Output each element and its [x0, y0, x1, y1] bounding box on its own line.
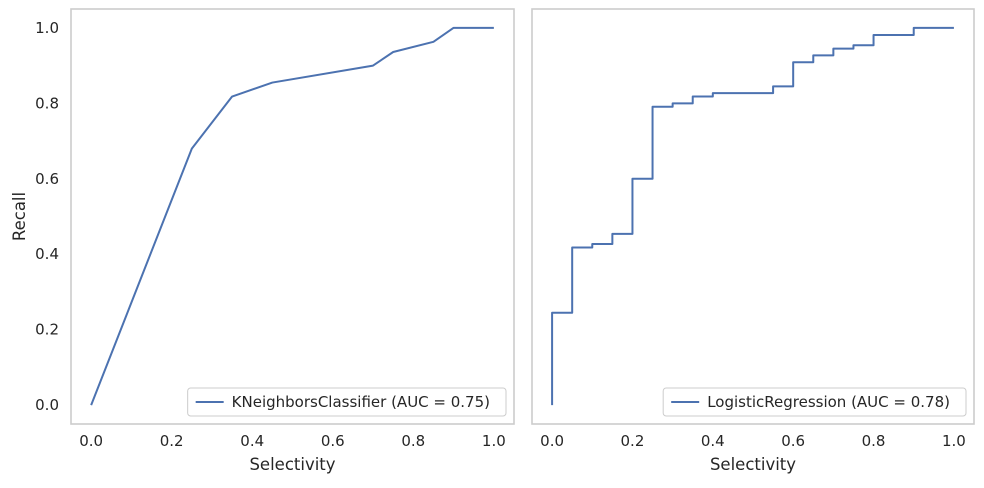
x-tick-label: 0.4: [701, 432, 725, 450]
x-axis-label: Selectivity: [710, 455, 796, 474]
x-tick-label: 1.0: [942, 432, 966, 450]
y-tick-label: 0.0: [35, 396, 59, 414]
x-tick-label: 0.8: [401, 432, 425, 450]
x-tick-label: 0.4: [240, 432, 264, 450]
x-tick-label: 0.6: [321, 432, 345, 450]
y-tick-label: 0.2: [35, 321, 59, 339]
series-line: [90, 26, 494, 406]
y-axis-label: Recall: [10, 192, 29, 241]
series-line: [551, 26, 954, 406]
right-panel: 0.0 0.2 0.4 0.6 0.8 1.0 Selectivity LogisticReg…: [531, 8, 975, 474]
x-tick-label: 0.8: [862, 432, 886, 450]
x-tick-label: 0.6: [781, 432, 805, 450]
x-tick-label: 0.0: [79, 432, 103, 450]
x-tick-label: 1.0: [482, 432, 506, 450]
y-tick-label: 1.0: [35, 19, 59, 37]
legend-label: KNeighborsClassifier (AUC = 0.75): [232, 393, 490, 411]
legend-box: [662, 387, 967, 417]
left-panel: 0.0 0.2 0.4 0.6 0.8 1.0 0.0 0.2 0.4 0.6 0.8 1.0 Sele…: [10, 8, 515, 474]
y-tick-label: 0.4: [35, 245, 59, 263]
plot-frame: [70, 8, 515, 425]
x-tick-label: 0.0: [540, 432, 564, 450]
legend-box: [187, 387, 507, 417]
legend-label: LogisticRegression (AUC = 0.78): [707, 393, 950, 411]
x-axis-label: Selectivity: [249, 455, 335, 474]
x-tick-label: 0.2: [621, 432, 645, 450]
x-tick-label: 0.2: [160, 432, 184, 450]
y-tick-label: 0.8: [35, 94, 59, 112]
y-tick-label: 0.6: [35, 170, 59, 188]
plot-frame: [531, 8, 975, 425]
